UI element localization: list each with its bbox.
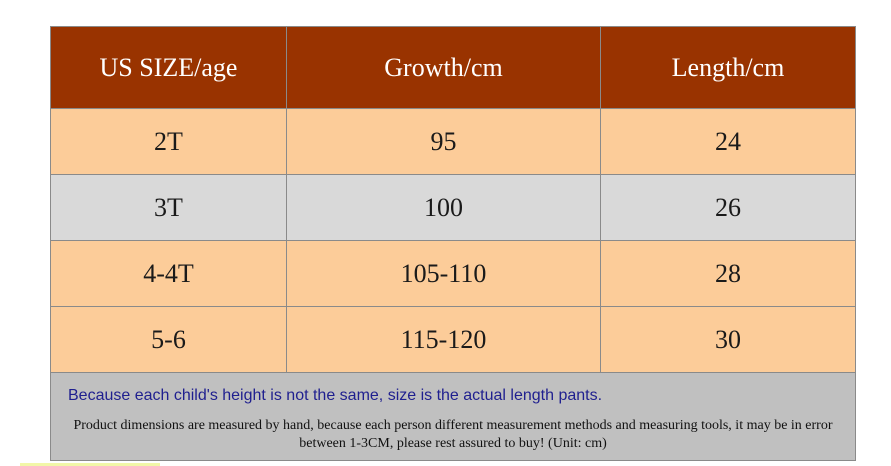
cell-growth: 115-120 — [286, 306, 601, 373]
cell-length: 28 — [600, 240, 856, 307]
cell-size: 3T — [50, 174, 287, 241]
header-growth: Growth/cm — [286, 26, 601, 109]
table-row: 4-4T 105-110 28 — [50, 240, 856, 307]
table-row: 3T 100 26 — [50, 174, 856, 241]
cell-size: 2T — [50, 108, 287, 175]
cell-length: 24 — [600, 108, 856, 175]
size-chart-table: US SIZE/age Growth/cm Length/cm 2T 95 24… — [50, 26, 856, 461]
cell-growth: 105-110 — [286, 240, 601, 307]
cell-length: 30 — [600, 306, 856, 373]
bottom-decorative-strip — [20, 463, 160, 466]
note-disclaimer-text: Product dimensions are measured by hand,… — [73, 418, 833, 451]
note-main-text: Because each child's height is not the s… — [68, 387, 603, 404]
header-size: US SIZE/age — [50, 26, 287, 109]
table-row: 2T 95 24 — [50, 108, 856, 175]
cell-growth: 100 — [286, 174, 601, 241]
cell-growth: 95 — [286, 108, 601, 175]
cell-length: 26 — [600, 174, 856, 241]
notes-row: Because each child's height is not the s… — [50, 372, 856, 461]
table-row: 5-6 115-120 30 — [50, 306, 856, 373]
header-row: US SIZE/age Growth/cm Length/cm — [50, 26, 856, 109]
notes-cell: Because each child's height is not the s… — [50, 372, 856, 461]
header-length: Length/cm — [600, 26, 856, 109]
cell-size: 5-6 — [50, 306, 287, 373]
cell-size: 4-4T — [50, 240, 287, 307]
